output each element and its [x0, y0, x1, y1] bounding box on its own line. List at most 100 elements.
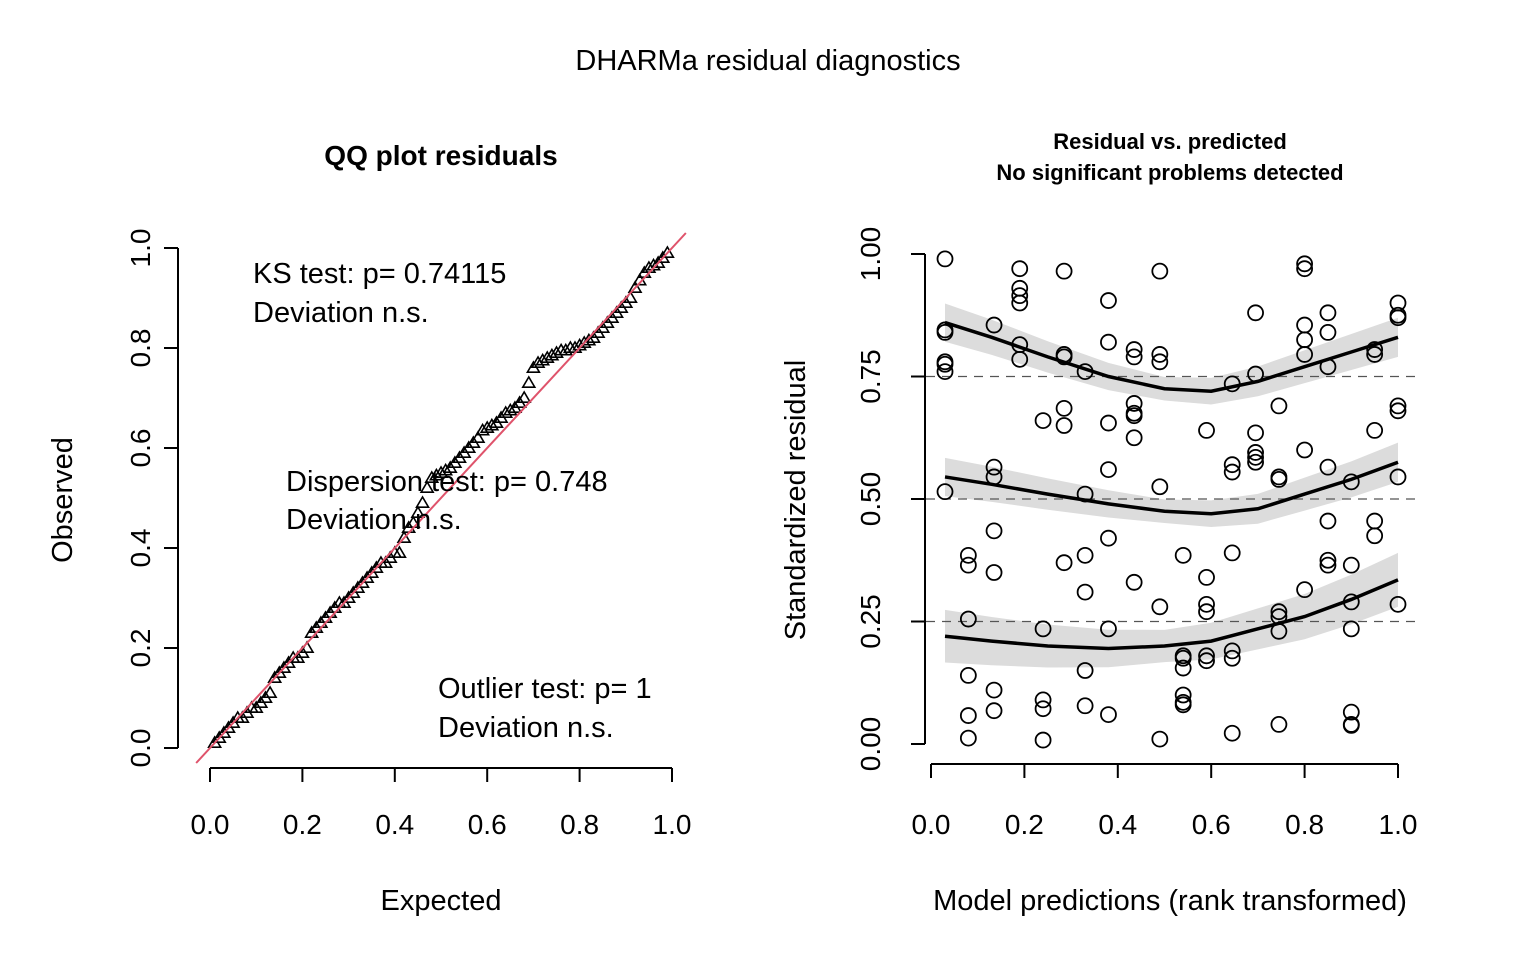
- rv-point: [1247, 448, 1264, 466]
- qq-x-tick-label: 1.0: [653, 809, 692, 840]
- rv-point: [1151, 353, 1169, 371]
- rv-point: [1270, 397, 1288, 415]
- rv-point: [1100, 529, 1117, 547]
- rv-x-tick-label: 0.6: [1192, 809, 1231, 840]
- quantile-curve: [944, 460, 1399, 516]
- rv-point: [1342, 556, 1360, 574]
- rv-point: [1270, 716, 1288, 733]
- qq-point: [438, 462, 454, 476]
- rv-point: [1151, 598, 1169, 616]
- rv-point: [1076, 583, 1094, 601]
- rv-x-tick-label: 0.0: [912, 809, 951, 840]
- rv-point: [1296, 316, 1313, 334]
- qq-point: [516, 390, 532, 404]
- rv-point: [1389, 309, 1407, 327]
- rv-point: [1389, 468, 1407, 486]
- qq-point: [470, 430, 486, 444]
- residual-vs-predicted-panel: Residual vs. predicted No significant pr…: [780, 129, 1418, 917]
- rv-point: [1319, 556, 1337, 574]
- rv-point: [936, 355, 954, 373]
- qq-y-tick-label: 0.6: [125, 429, 156, 468]
- rv-point: [1174, 686, 1192, 704]
- rv-point: [1319, 304, 1337, 322]
- rv-point: [1125, 348, 1143, 366]
- quantile-curve: [944, 578, 1399, 651]
- rv-point: [1366, 346, 1384, 363]
- rv-point: [1174, 649, 1192, 667]
- rv-point: [1270, 603, 1288, 621]
- rv-point: [1100, 620, 1117, 638]
- qq-x-tick-label: 0.2: [283, 809, 322, 840]
- rv-point: [1125, 429, 1143, 447]
- rv-point: [1198, 603, 1215, 621]
- rv-point: [1319, 512, 1337, 530]
- rv-point: [1223, 544, 1241, 562]
- rv-point: [1174, 659, 1192, 677]
- qq-title: QQ plot residuals: [324, 140, 557, 171]
- rv-point: [1389, 402, 1407, 420]
- rv-point: [1198, 647, 1215, 665]
- rv-point: [985, 681, 1003, 699]
- rv-point: [1011, 287, 1029, 305]
- dispersion-test-line2: Deviation n.s.: [286, 504, 462, 536]
- rv-point: [1223, 463, 1241, 481]
- qq-point: [415, 495, 430, 509]
- rv-point: [1319, 551, 1337, 569]
- qq-point: [659, 245, 675, 259]
- rv-point: [1151, 346, 1169, 363]
- rv-y-tick-label: 0.50: [855, 472, 886, 527]
- rv-point: [1174, 696, 1192, 714]
- rv-point: [1270, 470, 1288, 488]
- qq-point: [484, 417, 500, 431]
- qq-point: [558, 342, 574, 356]
- rv-point: [1223, 649, 1241, 667]
- qq-ylabel: Observed: [47, 437, 79, 563]
- rv-point: [1247, 304, 1264, 322]
- outlier-test-line2: Deviation n.s.: [438, 712, 614, 744]
- rv-point: [1366, 421, 1384, 439]
- qq-point: [502, 402, 518, 416]
- qq-diagonal: [195, 232, 687, 764]
- quantile-bands: [945, 303, 1398, 668]
- rv-point: [1100, 706, 1117, 723]
- qq-point: [392, 545, 407, 559]
- rv-point: [959, 667, 977, 684]
- qq-y-tick-label: 1.0: [125, 229, 156, 268]
- rv-point: [1366, 512, 1384, 530]
- rv-point: [1076, 662, 1094, 679]
- rv-point: [959, 546, 977, 564]
- rv-x-tick-label: 0.2: [1005, 809, 1044, 840]
- ks-test-annotation: KS test: p= 0.74115 Deviation n.s.: [253, 258, 506, 329]
- rv-point: [1198, 652, 1215, 670]
- rv-title: Residual vs. predicted: [1053, 129, 1287, 154]
- quantile-band: [945, 303, 1398, 405]
- rv-point: [1034, 691, 1052, 709]
- rv-point: [959, 610, 977, 628]
- rv-point: [1034, 412, 1052, 430]
- rv-point: [1198, 421, 1215, 439]
- qq-point: [549, 345, 564, 359]
- rv-point: [1034, 700, 1052, 718]
- rv-point: [1389, 595, 1407, 613]
- rv-point: [1319, 323, 1337, 341]
- rv-axes: 0.0 0.2 0.4 0.6 0.8 1.0 0.00 0.25 0.50 0.75 1.00: [855, 227, 1417, 840]
- rv-point: [1076, 546, 1094, 564]
- rv-point: [1011, 294, 1029, 312]
- rv-point: [1296, 346, 1313, 363]
- rv-point: [1125, 395, 1143, 412]
- qq-point: [262, 685, 278, 699]
- qq-x-tick-label: 0.8: [560, 809, 599, 840]
- rv-subtitle: No significant problems detected: [996, 160, 1343, 185]
- rv-point: [1055, 417, 1073, 434]
- rv-point: [1011, 350, 1029, 368]
- rv-point: [1076, 697, 1094, 715]
- rv-ylabel: Standardized residual: [780, 360, 812, 641]
- rv-point: [1125, 407, 1143, 425]
- qq-point: [419, 480, 435, 494]
- rv-point: [1151, 730, 1169, 748]
- rv-point: [1319, 458, 1337, 476]
- quantile-band: [945, 552, 1398, 668]
- rv-point: [1125, 573, 1143, 591]
- qq-y-tick-label: 0.8: [125, 329, 156, 368]
